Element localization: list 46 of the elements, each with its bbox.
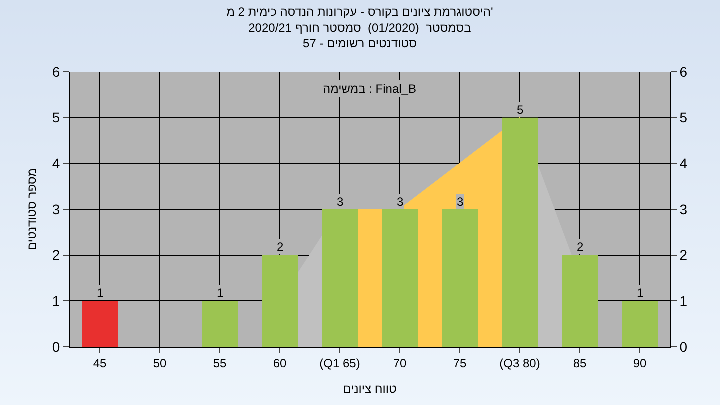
x-axis-title: טווח ציונים bbox=[343, 382, 398, 396]
bar bbox=[502, 118, 538, 347]
x-tick-label: 90 bbox=[633, 356, 647, 370]
x-tick-label: 85 bbox=[573, 356, 587, 370]
data-label: 3 bbox=[397, 195, 404, 209]
y2-tick-label: 3 bbox=[680, 201, 688, 218]
y-tick-label: 6 bbox=[52, 64, 60, 80]
y-tick-label: 4 bbox=[52, 156, 60, 172]
bar bbox=[442, 210, 478, 347]
x-tick-label: 50 bbox=[153, 356, 167, 370]
bar bbox=[622, 301, 658, 347]
x-tick-label: 60 bbox=[273, 356, 287, 370]
y-tick-label: 1 bbox=[52, 293, 60, 310]
bar bbox=[322, 210, 358, 347]
x-tick-label: (Q1 65) bbox=[320, 356, 360, 370]
x-tick-label: 75 bbox=[453, 356, 467, 370]
y2-tick-label: 0 bbox=[680, 338, 688, 355]
chart-title: היסטוגרמת ציונים בקורס - עקרונות הנדסה כימית 2 מ' בסמסטר (01/2020) סמסטר חורף 2020/21 סטודנטים רשומים - 57 bbox=[226, 5, 494, 50]
y-axis-title: מספר סטודנטים bbox=[25, 168, 39, 251]
data-label: 1 bbox=[637, 286, 644, 300]
bar bbox=[82, 301, 118, 347]
data-label: 1 bbox=[97, 286, 104, 300]
y2-tick-label: 5 bbox=[680, 110, 688, 126]
x-tick-label: 55 bbox=[213, 356, 227, 370]
y2-tick-label: 6 bbox=[680, 64, 688, 80]
annotation: במשימה : Final_B bbox=[323, 82, 416, 96]
y2-tick-label: 1 bbox=[680, 293, 688, 310]
bar bbox=[382, 210, 418, 347]
bar bbox=[202, 301, 238, 347]
bar bbox=[562, 255, 598, 347]
y2-tick-label: 2 bbox=[680, 247, 688, 264]
y-tick-label: 2 bbox=[52, 247, 60, 264]
data-label: 3 bbox=[457, 195, 464, 209]
x-tick-label: 70 bbox=[393, 356, 407, 370]
x-tick-label: 45 bbox=[93, 356, 107, 370]
y-tick-label: 0 bbox=[52, 338, 60, 355]
data-label: 2 bbox=[277, 240, 284, 254]
x-tick-label: (Q3 80) bbox=[500, 356, 540, 370]
y-tick-label: 3 bbox=[52, 201, 60, 218]
y-tick-label: 5 bbox=[52, 110, 60, 126]
y2-tick-label: 4 bbox=[680, 156, 688, 172]
data-label: 1 bbox=[217, 286, 224, 300]
data-label: 2 bbox=[577, 240, 584, 254]
data-label: 5 bbox=[517, 103, 524, 117]
data-label: 3 bbox=[337, 195, 344, 209]
bar bbox=[262, 255, 298, 347]
